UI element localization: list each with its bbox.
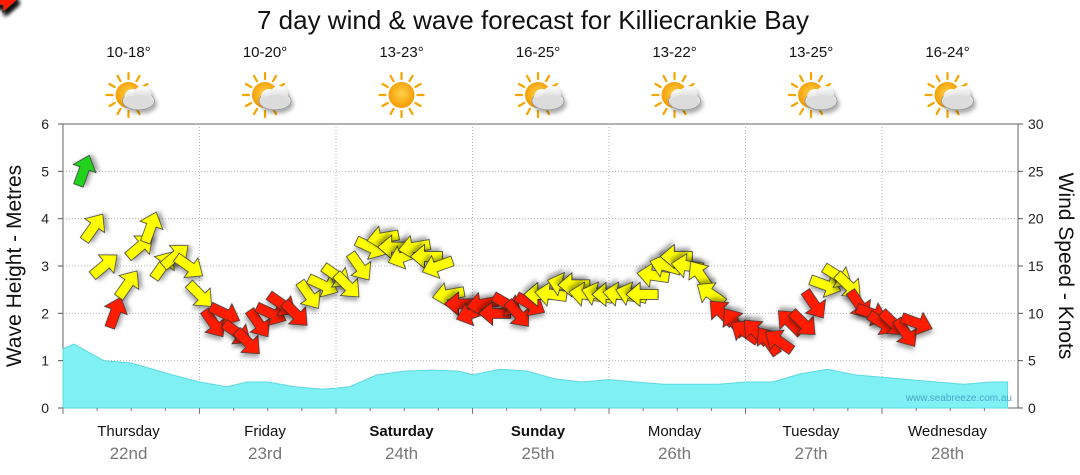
right-tick-label: 5 bbox=[1028, 353, 1036, 369]
wind-arrow bbox=[113, 270, 140, 301]
day-label: Friday bbox=[244, 423, 286, 440]
date-label: 22nd bbox=[110, 444, 148, 463]
left-tick-label: 5 bbox=[41, 163, 49, 179]
wind-arrow bbox=[172, 252, 204, 279]
wind-arrow bbox=[800, 288, 826, 319]
chart-title: 7 day wind & wave forecast for Killiecra… bbox=[257, 5, 809, 35]
left-tick-label: 3 bbox=[41, 258, 49, 274]
right-tick-label: 20 bbox=[1028, 211, 1044, 227]
wind-arrow bbox=[765, 329, 796, 355]
temperature-range: 10-18° bbox=[106, 44, 150, 61]
wind-arrow bbox=[103, 296, 128, 330]
day-label: Wednesday bbox=[908, 423, 987, 440]
left-tick-label: 2 bbox=[41, 305, 49, 321]
wind-arrow bbox=[88, 254, 118, 281]
left-axis-label: Wave Height - Metres bbox=[3, 165, 26, 367]
wind-arrow bbox=[306, 273, 339, 298]
partly-cloudy-icon bbox=[241, 71, 292, 119]
x-axis-day-labels: Thursday 22nd Friday 23rd Saturday 24th Sunday… bbox=[97, 423, 987, 463]
right-tick-label: 30 bbox=[1028, 116, 1044, 132]
temperature-range: 13-22° bbox=[652, 44, 696, 61]
date-label: 23rd bbox=[248, 444, 282, 463]
wind-arrow bbox=[332, 270, 360, 298]
temperature-range: 10-20° bbox=[243, 44, 287, 61]
right-tick-label: 15 bbox=[1028, 258, 1044, 274]
wind-arrow bbox=[421, 254, 455, 279]
day-label: Sunday bbox=[511, 423, 566, 440]
wind-arrow bbox=[696, 282, 728, 308]
wind-arrow bbox=[409, 243, 443, 270]
temperature-range: 13-25° bbox=[789, 44, 833, 61]
wind-arrow bbox=[159, 244, 189, 271]
wind-arrow bbox=[345, 250, 372, 281]
date-label: 27th bbox=[794, 444, 827, 463]
wind-arrow bbox=[892, 316, 918, 347]
partly-cloudy-icon bbox=[105, 71, 155, 119]
wind-arrows bbox=[0, 0, 933, 358]
wave-area bbox=[62, 343, 1009, 409]
day-label: Monday bbox=[648, 423, 702, 440]
temperature-range: 16-24° bbox=[925, 44, 969, 61]
temperature-range: 13-23° bbox=[379, 44, 423, 61]
wind-arrow bbox=[295, 278, 321, 309]
left-axis-ticks: 0 1 2 3 4 5 6 bbox=[41, 116, 985, 416]
date-label: 25th bbox=[521, 444, 554, 463]
right-tick-label: 25 bbox=[1028, 163, 1044, 179]
wind-arrow bbox=[787, 308, 816, 336]
left-tick-label: 6 bbox=[41, 116, 49, 132]
wind-arrow bbox=[636, 262, 671, 288]
wind-arrow bbox=[280, 298, 308, 326]
right-tick-label: 0 bbox=[1028, 400, 1036, 416]
left-tick-label: 4 bbox=[41, 211, 49, 227]
right-tick-label: 10 bbox=[1028, 305, 1044, 321]
day-label: Thursday bbox=[97, 423, 160, 440]
wind-arrow bbox=[899, 311, 933, 336]
day-label: Tuesday bbox=[783, 423, 840, 440]
wind-arrow bbox=[72, 154, 97, 188]
wind-arrow bbox=[534, 281, 568, 307]
date-label: 24th bbox=[385, 444, 418, 463]
wind-arrow bbox=[79, 213, 106, 244]
temperature-range: 16-25° bbox=[516, 44, 560, 61]
wind-arrow bbox=[244, 307, 271, 338]
partly-cloudy-icon bbox=[787, 71, 838, 119]
wind-arrow bbox=[232, 326, 260, 355]
wind-arrow bbox=[139, 211, 164, 245]
left-tick-label: 0 bbox=[41, 400, 49, 416]
wind-arrow bbox=[808, 273, 842, 298]
date-label: 28th bbox=[931, 444, 964, 463]
wind-arrow bbox=[0, 0, 18, 13]
wind-arrow bbox=[625, 281, 659, 308]
header-days: 10-18° 10-20° 13-23° 16-25° 13-22° 13-25° 16-2… bbox=[105, 44, 974, 119]
partly-cloudy-icon bbox=[924, 71, 974, 119]
right-axis-ticks: 0 5 10 15 20 25 30 bbox=[1018, 116, 1044, 416]
watermark: www.seabreeze.com.au bbox=[905, 393, 1012, 404]
partly-cloudy-icon bbox=[651, 71, 701, 119]
partly-cloudy-icon bbox=[514, 71, 565, 119]
grid-lines bbox=[63, 124, 1018, 408]
day-label: Saturday bbox=[369, 423, 434, 440]
right-axis-label: Wind Speed - Knots bbox=[1054, 173, 1077, 360]
wind-arrow bbox=[503, 298, 530, 327]
date-label: 26th bbox=[658, 444, 691, 463]
wind-arrow bbox=[184, 279, 212, 307]
left-tick-label: 1 bbox=[41, 353, 49, 369]
wind-arrow bbox=[199, 307, 226, 338]
sunny-icon bbox=[378, 71, 425, 119]
